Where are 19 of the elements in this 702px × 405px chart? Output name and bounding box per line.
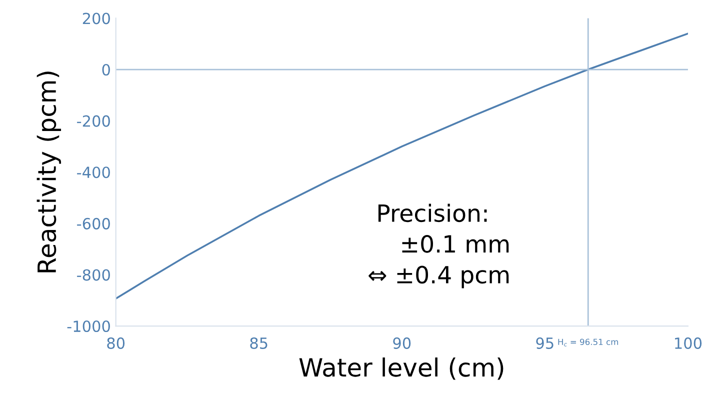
x-tick-label: 95 <box>536 337 554 349</box>
x-tick-label: 80 <box>107 337 125 349</box>
annotation: ⇔ ±0.4 pcm <box>368 266 509 288</box>
annotation: ±0.1 mm <box>402 234 509 253</box>
x-tick-label: 90 <box>393 337 411 349</box>
y-tick-label: -800 <box>77 269 110 281</box>
y-tick-label: -600 <box>77 218 110 230</box>
x-tick-label: 85 <box>250 337 268 349</box>
x-tick-label: 100 <box>675 337 702 349</box>
y-tick-label: -1000 <box>67 320 110 332</box>
x-axis-title: Water level (cm) <box>299 357 504 380</box>
y-tick-label: 0 <box>102 64 110 76</box>
y-axis-title: Reactivity (pcm) <box>36 72 62 272</box>
ref-line-label: H$_{c}$ = 96.51 cm <box>558 338 618 346</box>
line-series <box>116 32 688 300</box>
y-tick-label: -200 <box>77 115 110 127</box>
y-tick-label: -400 <box>77 166 110 178</box>
annotation: Precision: <box>378 204 487 222</box>
y-tick-label: 200 <box>82 12 110 24</box>
